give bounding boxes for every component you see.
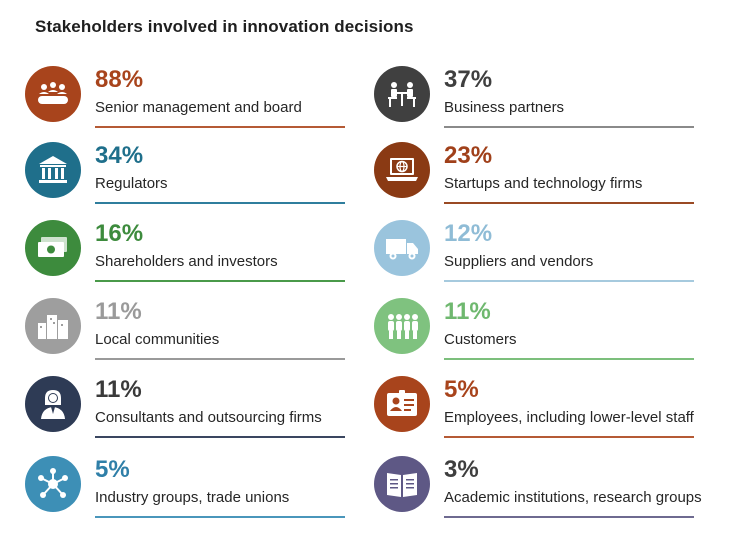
underline-rule bbox=[444, 280, 694, 282]
underline-rule bbox=[444, 436, 694, 438]
underline-rule bbox=[95, 126, 345, 128]
people-group-icon bbox=[374, 298, 430, 354]
business-meeting-icon bbox=[374, 66, 430, 122]
percentage-value: 5% bbox=[444, 376, 479, 403]
underline-rule bbox=[95, 280, 345, 282]
stakeholder-label: Industry groups, trade unions bbox=[95, 489, 290, 506]
stakeholder-label: Customers bbox=[444, 331, 517, 348]
percentage-value: 23% bbox=[444, 142, 493, 169]
stakeholder-label: Suppliers and vendors bbox=[444, 253, 594, 270]
chart-title: Stakeholders involved in innovation deci… bbox=[35, 17, 414, 36]
stakeholder-item: 5% Industry groups, trade unions bbox=[25, 456, 355, 526]
stakeholder-label: Academic institutions, research groups bbox=[444, 489, 702, 506]
stakeholder-item: 12% Suppliers and vendors bbox=[374, 220, 704, 290]
laptop-globe-icon bbox=[374, 142, 430, 198]
money-bills-icon bbox=[25, 220, 81, 276]
percentage-value: 5% bbox=[95, 456, 130, 483]
underline-rule bbox=[444, 358, 694, 360]
underline-rule bbox=[444, 202, 694, 204]
stakeholder-label: Business partners bbox=[444, 99, 565, 116]
stakeholder-item: 34% Regulators bbox=[25, 142, 355, 212]
id-badge-icon bbox=[374, 376, 430, 432]
network-hub-icon bbox=[25, 456, 81, 512]
stakeholder-item: 88% Senior management and board bbox=[25, 66, 355, 136]
stakeholder-item: 37% Business partners bbox=[374, 66, 704, 136]
stakeholder-label: Local communities bbox=[95, 331, 220, 348]
percentage-value: 11% bbox=[95, 298, 142, 325]
delivery-truck-icon bbox=[374, 220, 430, 276]
stakeholder-item: 23% Startups and technology firms bbox=[374, 142, 704, 212]
stakeholder-label: Consultants and outsourcing firms bbox=[95, 409, 322, 426]
open-book-icon bbox=[374, 456, 430, 512]
underline-rule bbox=[95, 516, 345, 518]
stakeholder-item: 3% Academic institutions, research groups bbox=[374, 456, 704, 526]
meeting-table-icon bbox=[25, 66, 81, 122]
underline-rule bbox=[444, 126, 694, 128]
underline-rule bbox=[95, 436, 345, 438]
stakeholder-label: Shareholders and investors bbox=[95, 253, 278, 270]
stakeholder-item: 16% Shareholders and investors bbox=[25, 220, 355, 290]
percentage-value: 88% bbox=[95, 66, 144, 93]
government-building-icon bbox=[25, 142, 81, 198]
percentage-value: 16% bbox=[95, 220, 144, 247]
underline-rule bbox=[95, 202, 345, 204]
stakeholder-label: Senior management and board bbox=[95, 99, 302, 116]
percentage-value: 11% bbox=[444, 298, 491, 325]
percentage-value: 3% bbox=[444, 456, 479, 483]
percentage-value: 34% bbox=[95, 142, 144, 169]
percentage-value: 12% bbox=[444, 220, 493, 247]
consultant-person-icon bbox=[25, 376, 81, 432]
percentage-value: 11% bbox=[95, 376, 142, 403]
stakeholder-label: Regulators bbox=[95, 175, 168, 192]
stakeholder-item: 11% Customers bbox=[374, 298, 704, 368]
underline-rule bbox=[95, 358, 345, 360]
stakeholder-label: Employees, including lower-level staff bbox=[444, 409, 694, 426]
underline-rule bbox=[444, 516, 694, 518]
stakeholder-item: 11% Consultants and outsourcing firms bbox=[25, 376, 355, 446]
percentage-value: 37% bbox=[444, 66, 493, 93]
city-buildings-icon bbox=[25, 298, 81, 354]
stakeholder-item: 5% Employees, including lower-level staff bbox=[374, 376, 704, 446]
stakeholder-label: Startups and technology firms bbox=[444, 175, 643, 192]
stakeholder-item: 11% Local communities bbox=[25, 298, 355, 368]
